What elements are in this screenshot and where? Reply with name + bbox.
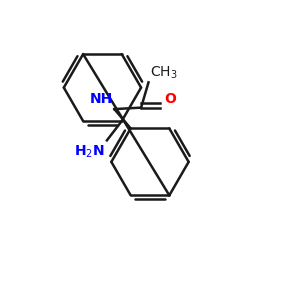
Text: NH: NH	[90, 92, 113, 106]
Text: H$_2$N: H$_2$N	[74, 143, 104, 160]
Text: CH$_3$: CH$_3$	[150, 64, 178, 81]
Text: O: O	[164, 92, 176, 106]
